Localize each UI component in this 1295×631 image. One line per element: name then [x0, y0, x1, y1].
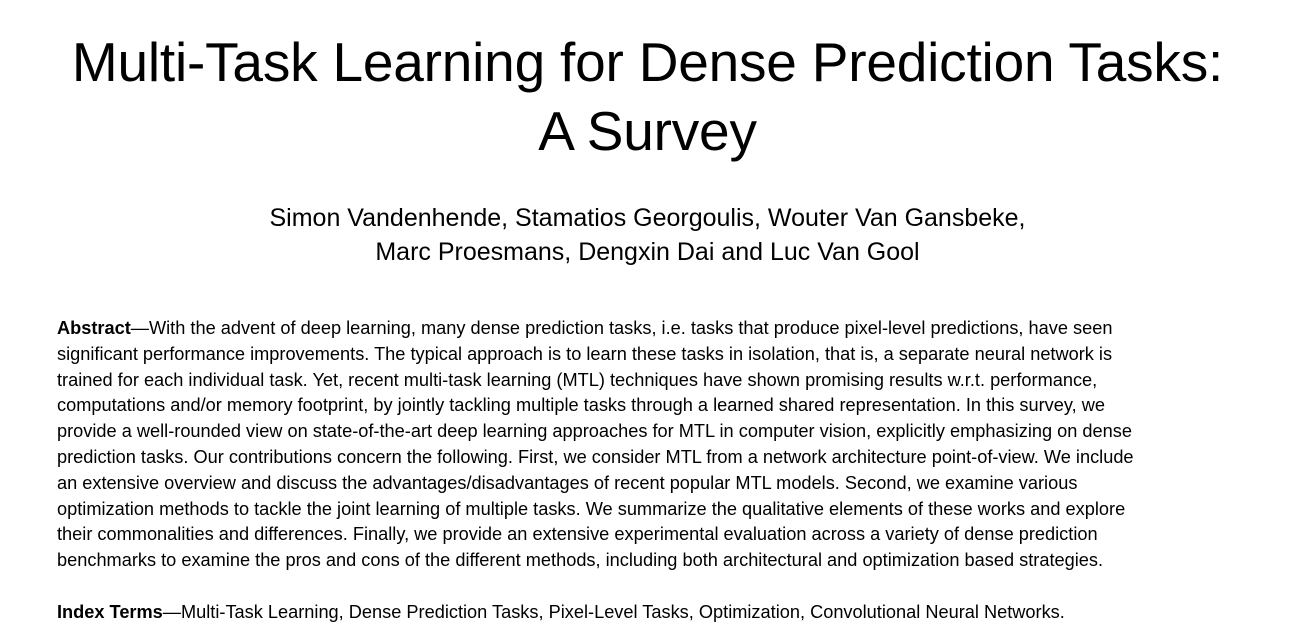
abstract-line-8: optimization methods to tackle the joint… [57, 498, 1126, 519]
abstract-text-1: With the advent of deep learning, many d… [148, 318, 1113, 338]
abstract-line-4: computations and/or memory footprint, by… [57, 395, 1105, 416]
abstract-line-9: their commonalities and differences. Fin… [57, 524, 1098, 545]
abstract-dash: — [130, 318, 149, 338]
paper-title: Multi-Task Learning for Dense Prediction… [0, 28, 1295, 166]
index-terms: Index Terms—Multi-Task Learning, Dense P… [57, 600, 1257, 626]
abstract-line-5: provide a well-rounded view on state-of-… [57, 421, 1132, 442]
abstract-line-10: benchmarks to examine the pros and cons … [57, 550, 1104, 571]
abstract-line-7: an extensive overview and discuss the ad… [57, 472, 1078, 493]
author-list: Simon Vandenhende, Stamatios Georgoulis,… [0, 201, 1295, 269]
index-terms-dash: — [162, 602, 181, 622]
abstract: Abstract—With the advent of deep learnin… [57, 316, 1257, 574]
index-terms-label: Index Terms [57, 602, 163, 622]
paper-title-line-1: Multi-Task Learning for Dense Prediction… [71, 31, 1224, 93]
abstract-line-2: significant performance improvements. Th… [57, 343, 1113, 364]
abstract-line-6: prediction tasks. Our contributions conc… [57, 446, 1134, 467]
abstract-label: Abstract [57, 318, 131, 338]
abstract-line-1: Abstract—With the advent of deep learnin… [57, 316, 1257, 342]
author-line-2: Marc Proesmans, Dengxin Dai and Luc Van … [375, 238, 920, 266]
abstract-line-3: trained for each individual task. Yet, r… [57, 369, 1098, 390]
index-terms-text: Multi-Task Learning, Dense Prediction Ta… [180, 602, 1065, 622]
author-line-1: Simon Vandenhende, Stamatios Georgoulis,… [269, 204, 1026, 232]
paper-title-line-2: A Survey [538, 100, 757, 162]
